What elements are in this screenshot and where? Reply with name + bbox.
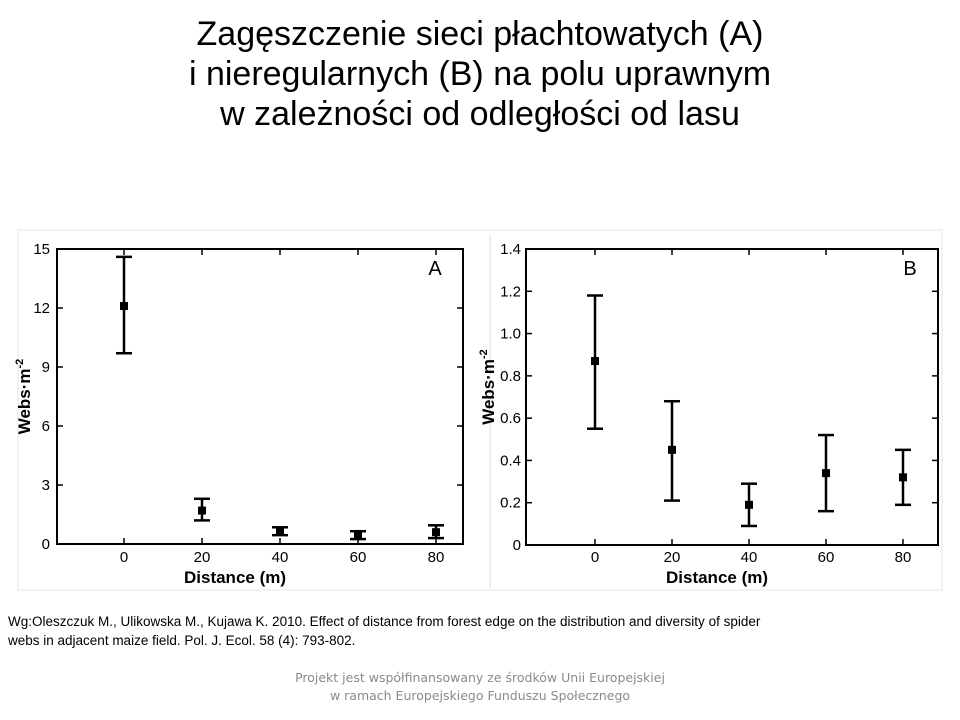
- data-point: [120, 302, 128, 311]
- y-tick-label: 15: [33, 241, 50, 258]
- y-axis-label-superscript: -2: [14, 359, 26, 369]
- x-tick-label: 80: [428, 549, 445, 566]
- x-axis-label: Distance (m): [666, 568, 768, 587]
- y-tick-label: 1.2: [500, 283, 521, 300]
- footer-note: Projekt jest współfinansowany ze środków…: [0, 669, 960, 705]
- x-tick-label: 0: [591, 549, 599, 566]
- data-point: [668, 445, 676, 454]
- x-tick-label: 20: [664, 549, 681, 566]
- title-line-1: Zagęszczenie sieci płachtowatych (A): [196, 15, 764, 53]
- citation-line-1: Wg:Oleszczuk M., Ulikowska M., Kujawa K.…: [8, 614, 761, 629]
- citation-line-2: webs in adjacent maize field. Pol. J. Ec…: [8, 633, 356, 648]
- y-tick-label: 0.8: [500, 368, 521, 385]
- x-tick-label: 60: [818, 549, 835, 566]
- footer-line-2: w ramach Europejskiego Funduszu Społeczn…: [329, 688, 631, 703]
- panel-label: A: [428, 258, 442, 280]
- x-tick-label: 0: [120, 549, 128, 566]
- x-tick-label: 40: [741, 549, 758, 566]
- data-point: [591, 357, 599, 366]
- y-tick-label: 0.2: [500, 495, 521, 512]
- y-tick-label: 3: [42, 477, 50, 494]
- x-axis-label: Distance (m): [184, 568, 286, 587]
- title-line-3: w zależności od odległości od lasu: [220, 95, 740, 133]
- chart-panel-a: 0 3 6 9 12 15 0 20 40 60 80 Distance (m) Webs·m-2 A: [14, 241, 464, 587]
- data-point: [432, 528, 440, 537]
- data-point: [198, 506, 206, 515]
- y-tick-label: 12: [33, 300, 50, 317]
- chart-panel-b: 0 0.2 0.4 0.6 0.8 1.0 1.2 1.4 0 20 40 60 80 Distance …: [478, 241, 939, 587]
- figure-border: [17, 229, 943, 591]
- data-point: [745, 500, 753, 509]
- panel-label: B: [903, 258, 916, 280]
- x-tick-label: 40: [272, 549, 289, 566]
- x-tick-label: 80: [895, 549, 912, 566]
- citation: Wg:Oleszczuk M., Ulikowska M., Kujawa K.…: [8, 612, 928, 650]
- y-axis-label-text: Webs·m: [479, 359, 498, 425]
- x-tick-label: 20: [194, 549, 211, 566]
- slide-title: Zagęszczenie sieci płachtowatych (A) i n…: [0, 14, 960, 134]
- footer-line-1: Projekt jest współfinansowany ze środków…: [295, 670, 665, 685]
- data-point: [276, 527, 284, 536]
- y-tick-label: 0: [42, 536, 50, 553]
- title-line-2: i nieregularnych (B) na polu uprawnym: [188, 55, 772, 93]
- y-tick-label: 6: [42, 418, 50, 435]
- data-point: [899, 473, 907, 482]
- data-point: [354, 531, 362, 540]
- y-tick-label: 0.6: [500, 410, 521, 427]
- y-tick-label: 0.4: [500, 452, 521, 469]
- y-tick-label: 1.0: [500, 326, 521, 343]
- plot-frame: [525, 248, 939, 546]
- x-tick-label: 60: [350, 549, 367, 566]
- y-tick-label: 1.4: [500, 241, 521, 258]
- y-tick-label: 9: [42, 359, 50, 376]
- data-point: [822, 469, 830, 478]
- y-axis-label: Webs·m-2: [478, 349, 498, 425]
- plot-frame: [56, 248, 464, 545]
- y-axis-label-superscript: -2: [478, 349, 490, 359]
- y-axis-label-text: Webs·m: [15, 368, 34, 434]
- y-tick-label: 0: [513, 537, 521, 554]
- y-axis-label: Webs·m-2: [14, 359, 34, 435]
